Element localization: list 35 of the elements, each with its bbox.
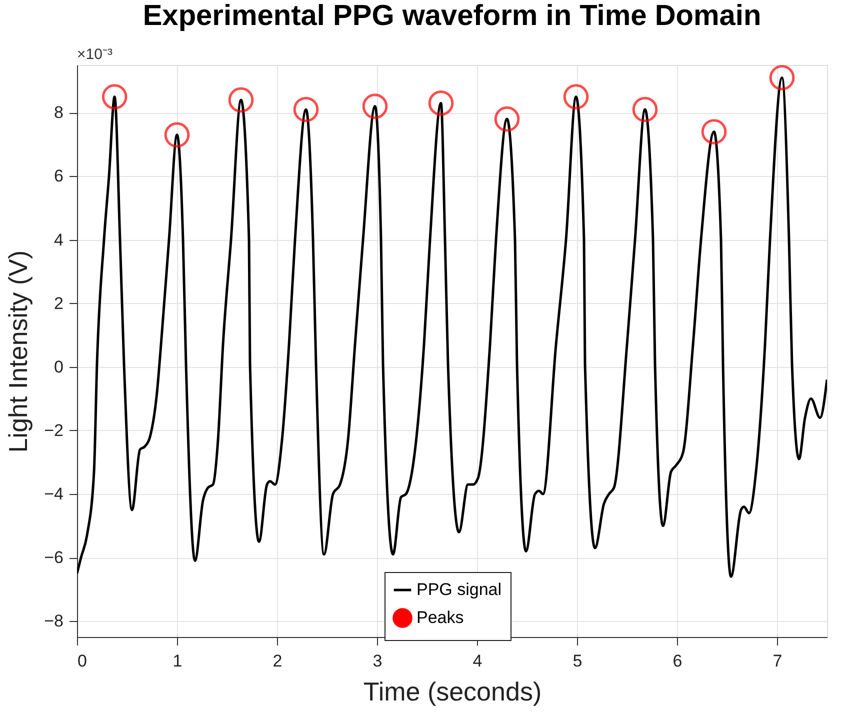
- chart-title: Experimental PPG waveform in Time Domain: [142, 0, 762, 32]
- y-tick-label: −6: [44, 548, 64, 568]
- x-tick-label: 2: [272, 652, 282, 670]
- x-tick-label: 3: [372, 652, 382, 670]
- x-tick-label: 1: [172, 652, 182, 670]
- x-axis-title: Time (seconds): [363, 676, 542, 706]
- y-axis-title: Light Intensity (V): [3, 250, 34, 453]
- point: [563, 84, 589, 110]
- text: ×10⁻³: [77, 46, 112, 63]
- x-tick-label: 6: [672, 652, 682, 670]
- point: [494, 106, 520, 132]
- x-tick-label: 7: [772, 652, 782, 670]
- y-tick-label: 8: [54, 103, 64, 122]
- x-tick-label: 5: [572, 652, 582, 670]
- y-tick-label: 6: [54, 166, 64, 186]
- y-tick-label: 2: [54, 294, 64, 313]
- point: [164, 122, 190, 148]
- point: [701, 119, 727, 144]
- point: [228, 87, 254, 113]
- x-tick-label: 0: [78, 652, 87, 670]
- point: [769, 65, 795, 90]
- point: [293, 96, 319, 122]
- y-tick-label: 4: [54, 230, 64, 250]
- legend-label: PPG signal: [416, 580, 502, 599]
- y-tick-label: −8: [44, 612, 64, 631]
- x-tick-label: 4: [472, 652, 482, 670]
- y-tick-label: −2: [44, 420, 64, 440]
- y-tick-label: 0: [54, 357, 64, 376]
- y-tick-label: −4: [44, 484, 64, 504]
- legend-label: Peaks: [416, 608, 464, 627]
- point: [428, 90, 454, 116]
- line-series: [77, 76, 827, 578]
- point: [362, 94, 388, 119]
- point: [102, 84, 128, 110]
- point: [632, 96, 658, 122]
